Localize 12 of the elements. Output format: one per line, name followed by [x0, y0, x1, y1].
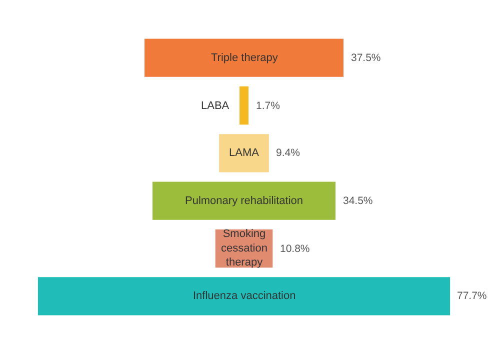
data-label: 1.7% — [256, 100, 280, 112]
data-label: 9.4% — [276, 147, 300, 159]
category-label: Triple therapy — [211, 52, 278, 64]
data-label: 37.5% — [351, 52, 381, 64]
category-label: LABA — [201, 100, 230, 112]
category-label: Influenza vaccination — [193, 290, 296, 302]
category-label: Pulmonary rehabilitation — [185, 195, 304, 207]
data-label: 77.7% — [457, 290, 487, 302]
category-label: LAMA — [229, 147, 260, 159]
category-label: Smoking cessation therapy — [221, 228, 268, 269]
data-label: 10.8% — [280, 243, 310, 255]
data-label: 34.5% — [343, 195, 373, 207]
